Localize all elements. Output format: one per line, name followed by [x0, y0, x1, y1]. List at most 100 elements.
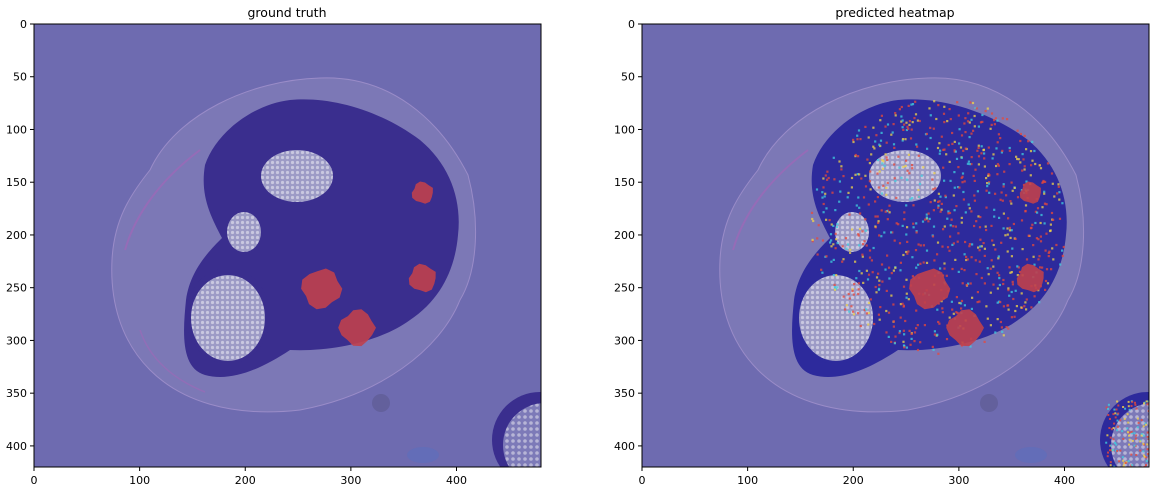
heat-speckle: [997, 255, 1000, 258]
heat-speckle: [1009, 200, 1012, 203]
heat-speckle: [1002, 334, 1005, 337]
heat-speckle: [970, 163, 973, 166]
heat-speckle: [954, 150, 957, 153]
y-axis: 0 50 100 150 200 250 300 350 400: [614, 18, 642, 453]
heat-speckle: [890, 231, 893, 234]
heat-speckle: [908, 172, 911, 175]
heat-speckle: [858, 173, 861, 176]
heat-speckle: [986, 267, 989, 270]
y-tick-label: 350: [6, 387, 27, 400]
heat-speckle: [940, 202, 943, 205]
heat-speckle: [922, 261, 925, 264]
heat-speckle: [997, 133, 1000, 136]
heat-speckle: [977, 144, 980, 147]
heat-speckle: [1131, 439, 1134, 442]
heat-speckle: [917, 195, 920, 198]
heat-speckle: [1110, 428, 1113, 431]
heat-speckle: [1133, 432, 1136, 435]
heat-speckle: [1051, 182, 1054, 185]
heat-speckle: [1000, 241, 1003, 244]
heat-speckle: [981, 120, 984, 123]
heat-speckle: [936, 241, 940, 244]
heat-speckle: [950, 300, 953, 303]
x-tick-label: 400: [1054, 474, 1075, 487]
heat-speckle: [867, 273, 871, 276]
heat-speckle: [1020, 292, 1023, 295]
heat-speckle: [1008, 163, 1011, 166]
heat-speckle: [1147, 437, 1149, 440]
heat-speckle: [1035, 237, 1038, 240]
heat-speckle: [905, 233, 908, 236]
heat-speckle: [936, 146, 940, 150]
heat-speckle: [974, 259, 977, 262]
heat-speckle: [996, 141, 999, 144]
heat-speckle: [1023, 168, 1026, 171]
heat-speckle: [996, 301, 999, 304]
heat-speckle: [1009, 236, 1012, 239]
heat-speckle: [876, 172, 879, 175]
heat-speckle: [999, 301, 1002, 304]
heat-speckle: [885, 156, 888, 159]
heat-speckle: [917, 263, 920, 266]
y-tick-label: 100: [614, 123, 635, 136]
heat-speckle: [1133, 444, 1136, 447]
heat-speckle: [816, 253, 819, 256]
heat-speckle: [960, 307, 963, 310]
heat-speckle: [992, 243, 995, 247]
heat-speckle: [872, 145, 875, 148]
x-tick-label: 100: [737, 474, 758, 487]
x-tick-label: 200: [843, 474, 864, 487]
heat-speckle: [1122, 464, 1125, 467]
heat-speckle: [987, 273, 990, 276]
heat-speckle: [915, 266, 918, 269]
heat-speckle: [977, 146, 980, 149]
heat-speckle: [873, 147, 876, 150]
heat-speckle: [841, 260, 844, 263]
heat-speckle: [949, 235, 952, 238]
heat-speckle: [1002, 278, 1005, 282]
heat-speckle: [1113, 422, 1116, 425]
heat-speckle: [1112, 413, 1115, 416]
heat-speckle: [944, 194, 947, 197]
heat-speckle: [983, 247, 986, 250]
heat-speckle: [943, 267, 946, 270]
heat-speckle: [939, 149, 942, 152]
heat-speckle: [833, 288, 837, 291]
heat-speckle: [1044, 180, 1047, 183]
heat-speckle: [921, 220, 925, 223]
heat-speckle: [943, 179, 946, 182]
heat-speckle: [865, 244, 868, 247]
heat-speckle: [1013, 186, 1016, 189]
heat-speckle: [870, 153, 873, 156]
heat-speckle: [906, 226, 909, 229]
heat-speckle: [877, 221, 880, 224]
heat-speckle: [929, 114, 932, 117]
heat-speckle: [885, 331, 888, 334]
heat-speckle: [811, 240, 814, 243]
y-tick-label: 300: [614, 334, 635, 347]
heat-speckle: [1005, 194, 1008, 197]
heat-speckle: [963, 269, 966, 272]
heat-speckle: [897, 223, 900, 226]
heat-speckle: [1007, 287, 1010, 290]
heat-speckle: [1043, 190, 1046, 193]
heat-speckle: [1010, 229, 1013, 232]
heat-speckle: [980, 145, 983, 148]
heat-speckle: [940, 135, 943, 138]
heat-speckle: [902, 340, 905, 343]
heat-speckle: [911, 275, 914, 278]
heat-speckle: [917, 243, 920, 246]
heat-speckle: [857, 282, 860, 285]
heat-speckle: [910, 332, 913, 335]
heat-speckle: [831, 191, 834, 194]
heat-speckle: [874, 285, 877, 289]
heat-speckle: [885, 193, 888, 196]
heat-speckle: [910, 103, 913, 106]
heat-speckle: [966, 258, 969, 261]
heat-speckle: [1115, 443, 1118, 446]
heat-speckle: [1007, 308, 1010, 311]
heat-speckle: [1145, 460, 1148, 463]
heat-speckle: [998, 277, 1001, 280]
heat-speckle: [1001, 330, 1004, 333]
